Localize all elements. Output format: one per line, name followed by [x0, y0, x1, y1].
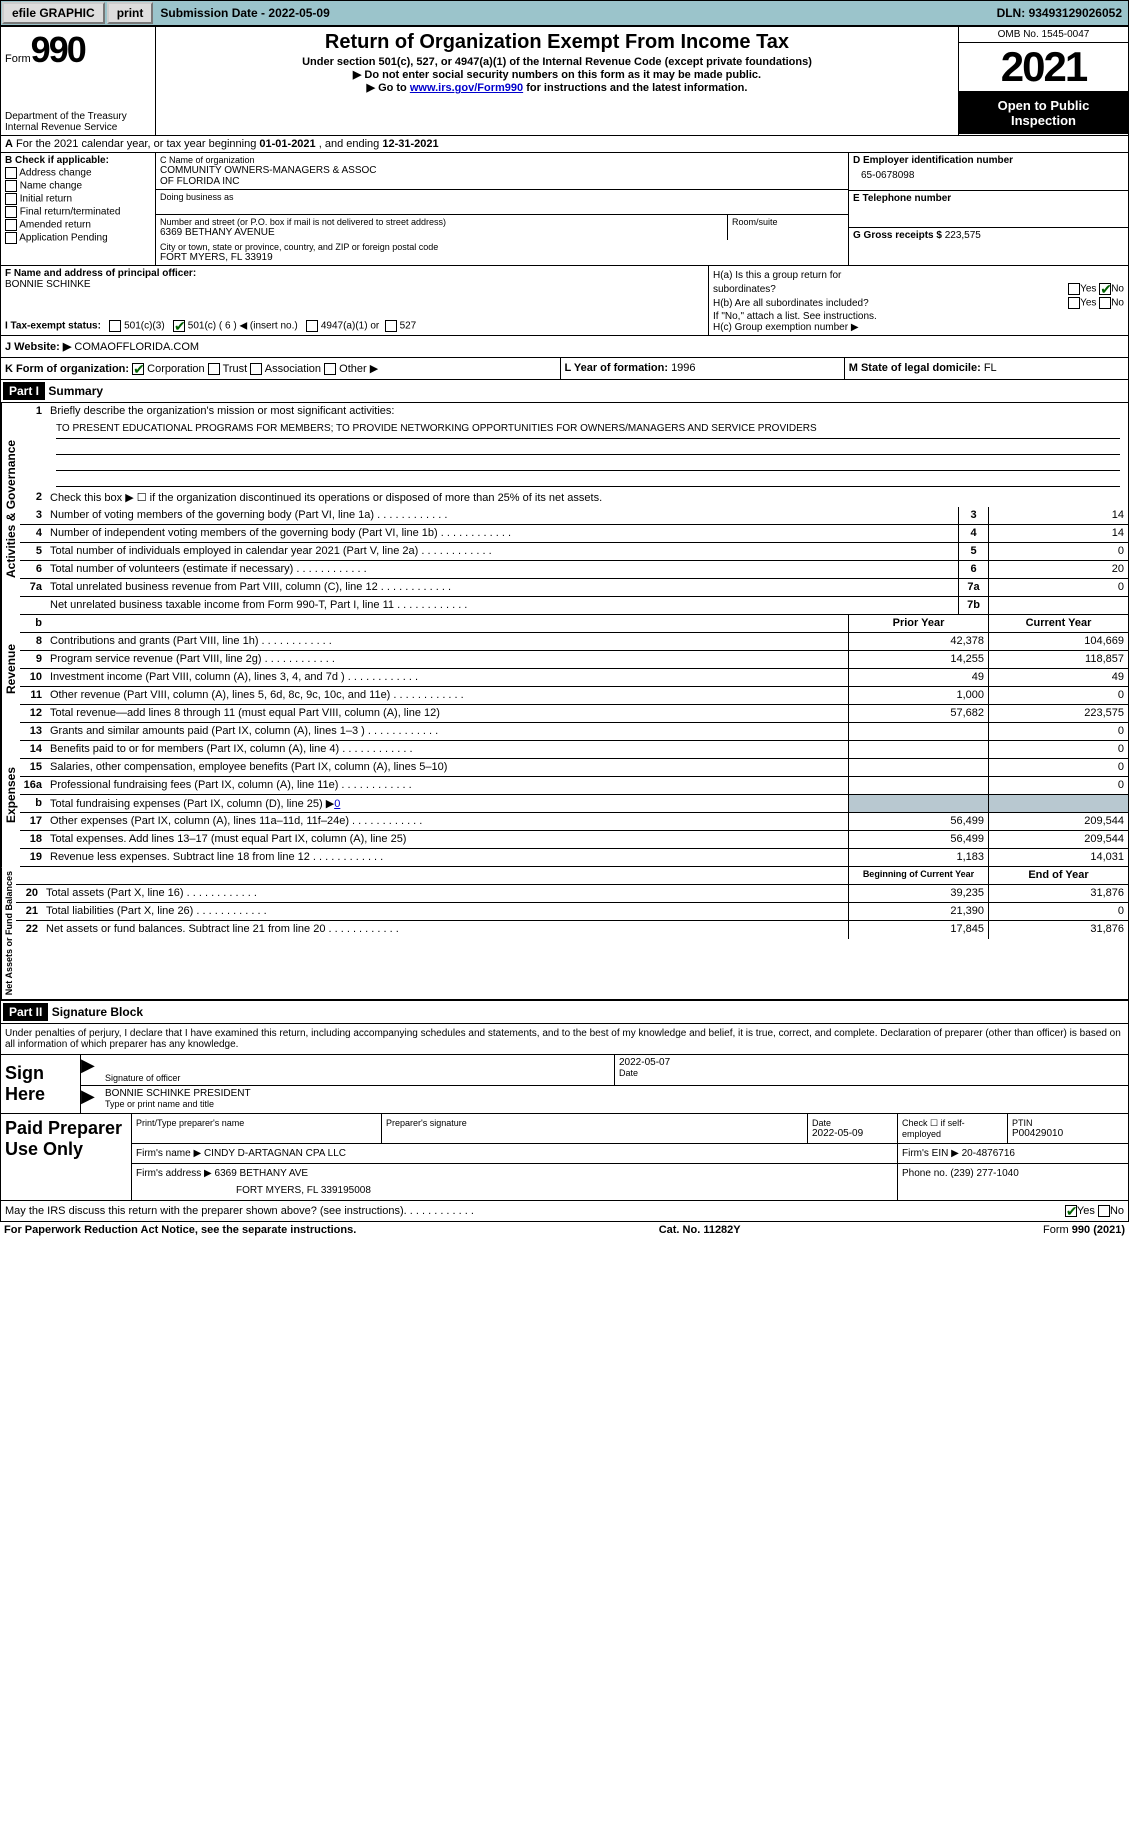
dln: DLN: 93493129026052 [991, 4, 1128, 22]
address-cell: Number and street (or P.O. box if mail i… [156, 215, 728, 240]
state-domicile: M State of legal domicile: FL [844, 358, 1128, 379]
omb-number: OMB No. 1545-0047 [959, 27, 1128, 43]
form990-link[interactable]: www.irs.gov/Form990 [410, 82, 523, 94]
may-irs-yes[interactable] [1065, 1205, 1077, 1217]
subtitle-3: ▶ Go to www.irs.gov/Form990 for instruct… [160, 81, 954, 94]
form-number: 990 [31, 29, 85, 70]
check-501c3[interactable] [109, 320, 121, 332]
part2-header: Part II [3, 1003, 48, 1021]
col-d: D Employer identification number 65-0678… [848, 153, 1128, 265]
part-1: Part I Summary Activities & Governance 1… [0, 380, 1129, 1000]
check-initial-return[interactable]: Initial return [5, 193, 151, 205]
declaration-text: Under penalties of perjury, I declare th… [1, 1024, 1128, 1054]
firm-ein: Firm's EIN ▶ 20-4876716 [898, 1144, 1128, 1163]
header-right: OMB No. 1545-0047 2021 Open to PublicIns… [958, 27, 1128, 135]
part1-header: Part I [3, 382, 45, 400]
subtitle-1: Under section 501(c), 527, or 4947(a)(1)… [160, 56, 954, 68]
irs-label: Internal Revenue Service [5, 122, 151, 133]
room-suite-cell: Room/suite [728, 215, 848, 240]
check-address-change[interactable]: Address change [5, 167, 151, 179]
vtab-expenses: Expenses [1, 723, 20, 867]
form-word: Form [5, 53, 31, 65]
vtab-revenue: Revenue [1, 615, 20, 723]
header-mid: Return of Organization Exempt From Incom… [156, 27, 958, 135]
row-fgh: F Name and address of principal officer:… [0, 266, 1129, 336]
tax-year: 2021 [959, 43, 1128, 92]
preparer-name: Print/Type preparer's name [132, 1114, 382, 1143]
check-final-return[interactable]: Final return/terminated [5, 206, 151, 218]
sig-date: 2022-05-07 Date [614, 1055, 1128, 1085]
submission-date-label: Submission Date - 2022-05-09 [154, 4, 335, 22]
gross-receipts-cell: G Gross receipts $ 223,575 [849, 228, 1128, 265]
print-button[interactable]: print [107, 2, 154, 24]
paid-preparer-label: Paid Preparer Use Only [1, 1114, 131, 1200]
firm-phone: Phone no. (239) 277-1040 [898, 1164, 1128, 1200]
check-501c[interactable] [173, 320, 185, 332]
row-klm: K Form of organization: Corporation Trus… [0, 358, 1129, 380]
year-formation: L Year of formation: 1996 [560, 358, 844, 379]
sign-here-label: Sign Here [1, 1055, 81, 1113]
tax-exempt-row: I Tax-exempt status: 501(c)(3) 501(c) ( … [5, 320, 704, 332]
col-b-check-applicable: B Check if applicable: Address change Na… [1, 153, 156, 265]
check-name-change[interactable]: Name change [5, 180, 151, 192]
open-to-public: Open to PublicInspection [959, 92, 1128, 134]
header-left: Form990 Department of the Treasury Inter… [1, 27, 156, 135]
check-4947[interactable] [306, 320, 318, 332]
ha-yes[interactable] [1068, 283, 1080, 295]
form-of-org: K Form of organization: Corporation Trus… [1, 358, 560, 379]
page-footer: For Paperwork Reduction Act Notice, see … [0, 1222, 1129, 1238]
telephone-cell: E Telephone number [849, 191, 1128, 229]
subtitle-2: ▶ Do not enter social security numbers o… [160, 68, 954, 81]
block-bcd: B Check if applicable: Address change Na… [0, 153, 1129, 266]
form-header: Form990 Department of the Treasury Inter… [0, 26, 1129, 136]
principal-officer: F Name and address of principal officer:… [1, 266, 708, 335]
check-corporation[interactable] [132, 363, 144, 375]
check-527[interactable] [385, 320, 397, 332]
may-irs-no[interactable] [1098, 1205, 1110, 1217]
check-amended-return[interactable]: Amended return [5, 219, 151, 231]
self-employed-check[interactable]: Check ☐ if self-employed [898, 1114, 1008, 1143]
part-2-signature: Part II Signature Block Under penalties … [0, 1000, 1129, 1201]
efile-button[interactable]: efile GRAPHIC [2, 2, 105, 24]
form-title: Return of Organization Exempt From Incom… [160, 31, 954, 54]
col-h: H(a) Is this a group return for subordin… [708, 266, 1128, 335]
top-toolbar: efile GRAPHIC print Submission Date - 20… [0, 0, 1129, 26]
dept-label: Department of the Treasury [5, 111, 151, 122]
preparer-date: Date2022-05-09 [808, 1114, 898, 1143]
ein-cell: D Employer identification number 65-0678… [849, 153, 1128, 191]
org-name-cell: C Name of organization COMMUNITY OWNERS-… [156, 153, 848, 190]
hb-yes[interactable] [1068, 297, 1080, 309]
col-c: C Name of organization COMMUNITY OWNERS-… [156, 153, 848, 265]
dba-cell: Doing business as [156, 190, 848, 215]
city-cell: City or town, state or province, country… [156, 240, 848, 265]
hb-no[interactable] [1099, 297, 1111, 309]
vtab-activities: Activities & Governance [1, 403, 20, 615]
check-other[interactable] [324, 363, 336, 375]
vtab-netassets: Net Assets or Fund Balances [1, 867, 16, 999]
may-irs-discuss: May the IRS discuss this return with the… [0, 1201, 1129, 1222]
officer-name: BONNIE SCHINKE PRESIDENT Type or print n… [101, 1086, 1128, 1111]
preparer-signature: Preparer's signature [382, 1114, 808, 1143]
check-association[interactable] [250, 363, 262, 375]
officer-signature: Signature of officer [101, 1055, 614, 1085]
mission-text: TO PRESENT EDUCATIONAL PROGRAMS FOR MEMB… [56, 423, 1120, 439]
row-a-calendar-year: A For the 2021 calendar year, or tax yea… [0, 136, 1129, 153]
firm-address: Firm's address ▶ 6369 BETHANY AVE FORT M… [132, 1164, 898, 1200]
firm-name: Firm's name ▶ CINDY D-ARTAGNAN CPA LLC [132, 1144, 898, 1163]
check-application-pending[interactable]: Application Pending [5, 232, 151, 244]
ha-no[interactable] [1099, 283, 1111, 295]
ptin: PTINP00429010 [1008, 1114, 1128, 1143]
website-row: J Website: ▶ COMAOFFLORIDA.COM [0, 336, 1129, 358]
check-trust[interactable] [208, 363, 220, 375]
